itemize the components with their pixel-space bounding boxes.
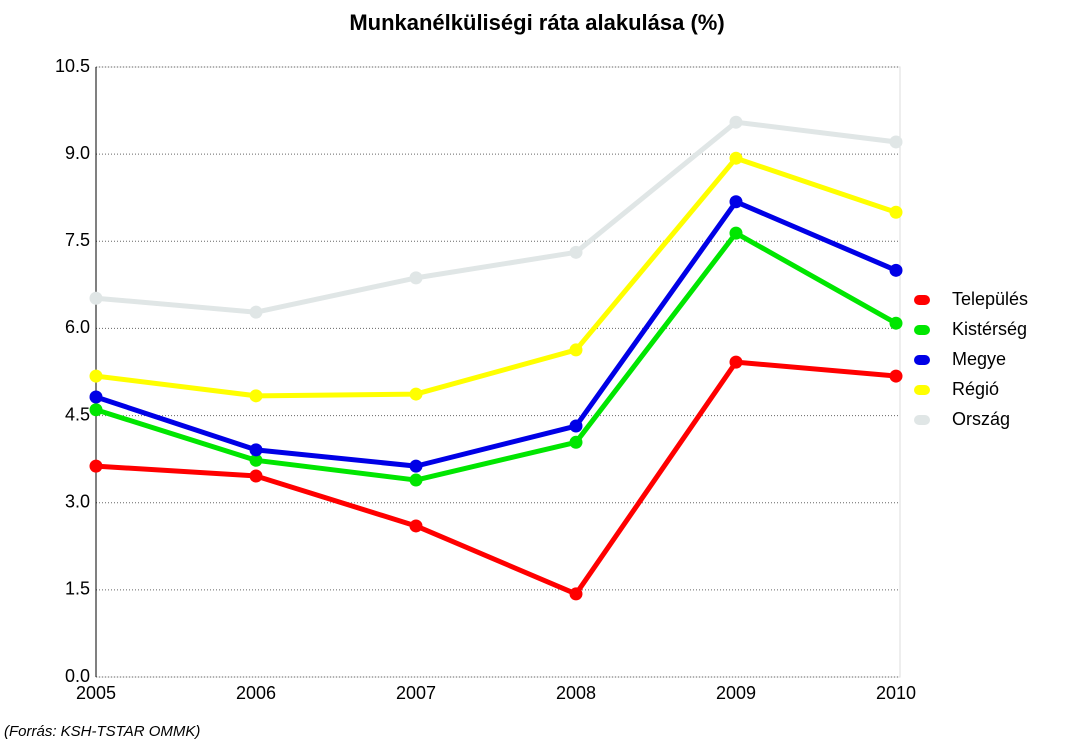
data-point <box>569 587 583 601</box>
source-note: (Forrás: KSH-TSTAR OMMK) <box>4 723 200 740</box>
x-tick-label: 2008 <box>556 683 596 703</box>
legend-swatch <box>914 295 930 305</box>
y-tick-label: 3.0 <box>65 491 90 511</box>
series-line <box>95 155 897 399</box>
x-tick-label: 2009 <box>716 683 756 703</box>
y-tick-label: 4.5 <box>65 404 90 424</box>
legend-swatch <box>914 415 930 425</box>
data-point <box>89 390 103 404</box>
data-point <box>249 469 263 483</box>
chart-title: Munkanélküliségi ráta alakulása (%) <box>349 10 724 35</box>
series-line <box>95 119 897 315</box>
data-point <box>889 205 903 219</box>
legend-label: Régió <box>952 379 999 399</box>
y-tick-label: 0.0 <box>65 666 90 686</box>
data-point <box>729 151 743 165</box>
y-tick-label: 7.5 <box>65 230 90 250</box>
legend-label: Ország <box>952 409 1010 429</box>
data-point <box>409 519 423 533</box>
data-point <box>409 387 423 401</box>
data-point <box>569 245 583 259</box>
legend-label: Megye <box>952 349 1006 369</box>
data-point <box>249 305 263 319</box>
data-point <box>89 403 103 417</box>
data-point <box>409 459 423 473</box>
y-tick-label: 10.5 <box>55 56 90 76</box>
series-line <box>95 359 897 597</box>
data-point <box>889 316 903 330</box>
x-tick-label: 2006 <box>236 683 276 703</box>
x-tick-label: 2005 <box>76 683 116 703</box>
data-point <box>569 419 583 433</box>
data-point <box>249 453 263 467</box>
data-point <box>89 459 103 473</box>
data-point <box>89 369 103 383</box>
data-point <box>249 389 263 403</box>
data-point <box>729 355 743 369</box>
legend-label: Kistérség <box>952 319 1027 339</box>
data-point <box>889 369 903 383</box>
x-tick-label: 2007 <box>396 683 436 703</box>
legend-swatch <box>914 355 930 365</box>
series-line <box>95 230 898 483</box>
data-point <box>729 195 743 209</box>
data-point <box>89 291 103 305</box>
y-tick-label: 6.0 <box>65 317 90 337</box>
data-point <box>409 271 423 285</box>
data-point <box>889 263 903 277</box>
data-point <box>569 435 583 449</box>
y-tick-label: 1.5 <box>65 579 90 599</box>
legend-swatch <box>914 325 930 335</box>
data-point <box>249 443 263 457</box>
x-tick-label: 2010 <box>876 683 916 703</box>
legend-label: Település <box>952 289 1028 309</box>
data-point <box>729 115 743 129</box>
data-point <box>889 135 903 149</box>
data-point <box>729 226 743 240</box>
data-point <box>409 473 423 487</box>
data-point <box>569 343 583 357</box>
series-line <box>95 199 897 469</box>
y-tick-label: 9.0 <box>65 143 90 163</box>
legend-swatch <box>914 385 930 395</box>
